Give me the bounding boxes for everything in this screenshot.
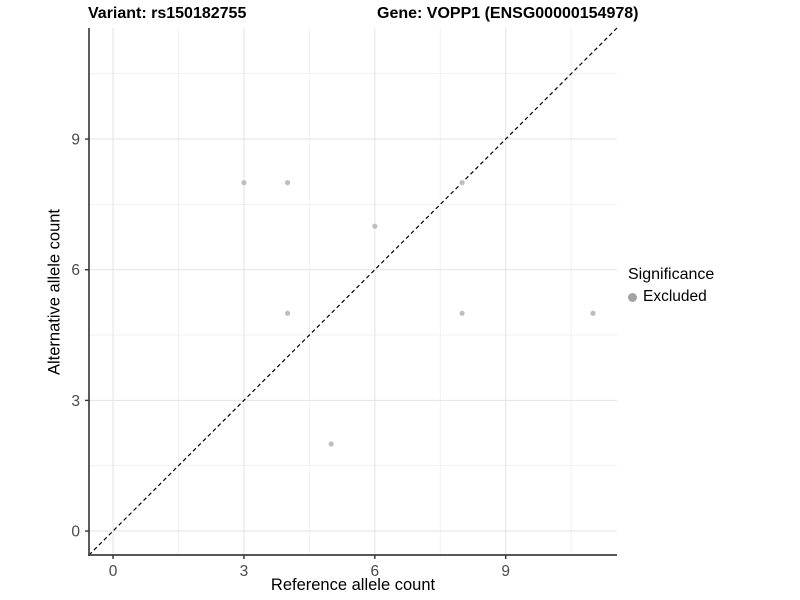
data-point — [241, 180, 247, 186]
legend-title: Significance — [628, 266, 715, 283]
plot-title-variant: Variant: rs150182755 — [88, 5, 247, 22]
y-axis-title: Alternative allele count — [45, 208, 64, 376]
x-tick-label: 6 — [371, 563, 380, 580]
data-point — [284, 180, 291, 186]
y-tick-label: 6 — [71, 262, 80, 279]
y-tick-label: 9 — [71, 132, 80, 149]
x-tick-label: 0 — [109, 563, 118, 580]
legend-item-excluded: Excluded — [628, 288, 714, 306]
data-point — [459, 310, 465, 316]
data-point — [372, 223, 378, 229]
plot-title-gene: Gene: VOPP1 (ENSG00000154978) — [377, 5, 639, 22]
x-tick-label: 3 — [240, 563, 249, 580]
legend: Significance Excluded — [628, 266, 714, 306]
x-axis-title: Reference allele count — [270, 576, 436, 594]
data-point — [328, 441, 334, 447]
data-point — [284, 310, 291, 316]
x-tick-label: 9 — [501, 563, 510, 580]
identity-dashed-line — [88, 27, 618, 556]
y-tick-label: 3 — [71, 393, 80, 410]
legend-item-label: Excluded — [643, 288, 707, 305]
y-tick-label: 0 — [71, 524, 80, 541]
data-point — [459, 180, 465, 186]
legend-point-icon — [628, 292, 637, 302]
data-point — [590, 310, 596, 316]
